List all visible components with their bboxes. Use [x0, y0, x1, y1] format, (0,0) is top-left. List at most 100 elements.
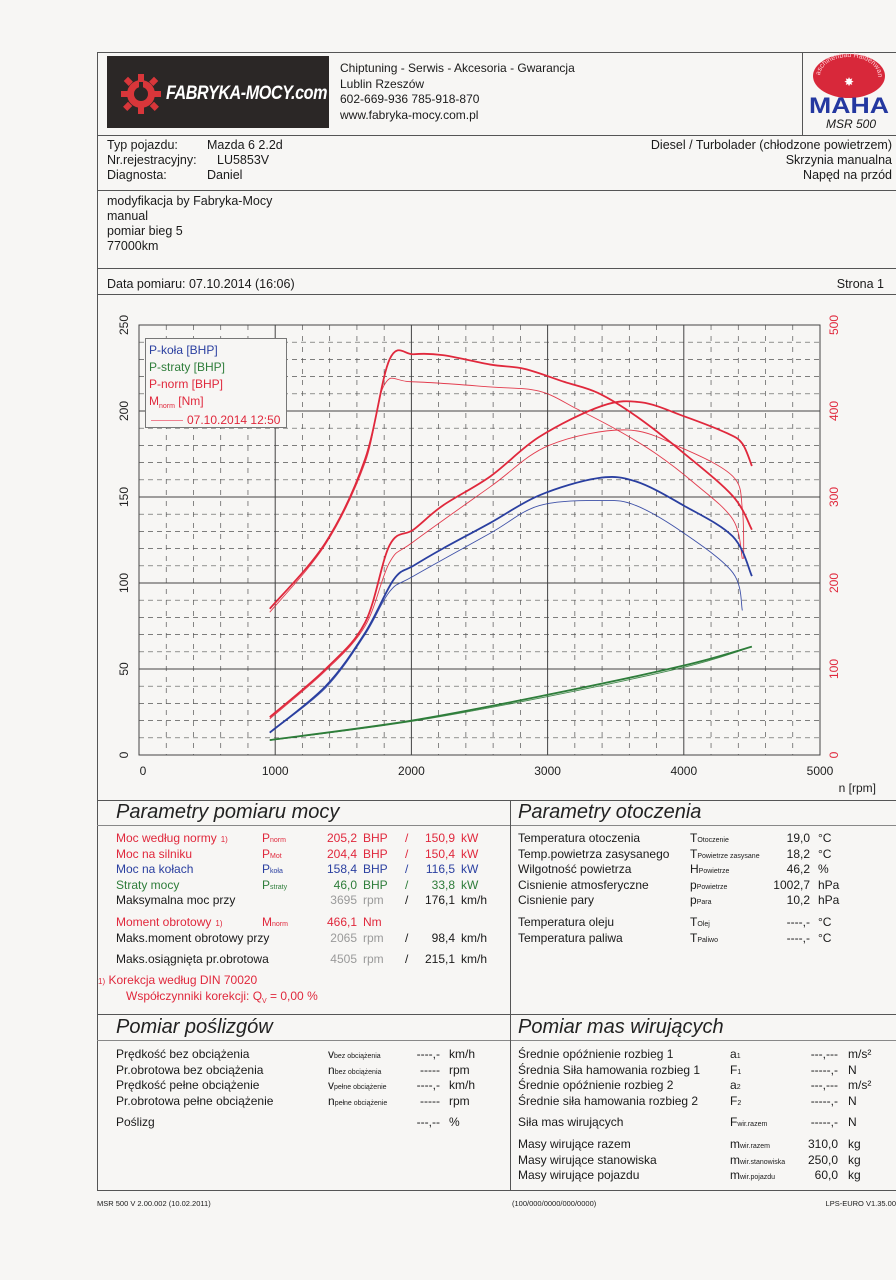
note-line1: Korekcja według DIN 70020 — [108, 973, 258, 987]
x-axis-label: n [rpm] — [839, 781, 876, 795]
param-unit-secondary: kW — [461, 877, 479, 892]
param-symbol-subscript: bez obciążenia — [334, 1068, 382, 1076]
param-value: 250,0 — [807, 1152, 838, 1167]
param-unit-secondary: km/h — [461, 930, 488, 945]
param-label: Moc na kołach — [116, 862, 194, 877]
param-separator: / — [405, 862, 409, 877]
x-tick-label: 0 — [140, 764, 147, 778]
note-marker: 1) — [98, 977, 106, 986]
param-value-secondary: 215,1 — [424, 952, 455, 967]
vehicle-type-label: Typ pojazdu: — [107, 138, 178, 152]
param-label: Masy wirujące pojazdu — [518, 1168, 640, 1183]
param-unit-secondary: kW — [461, 862, 479, 877]
param-value: 204,4 — [326, 846, 357, 861]
y-left-tick-label: 150 — [117, 487, 131, 507]
param-value: ----,- — [786, 915, 810, 929]
param-unit: °C — [818, 831, 832, 845]
footnote-marker: 1) — [215, 919, 223, 928]
param-symbol: nbez obciążenia — [328, 1062, 382, 1077]
legend-comparison: 07.10.2014 12:50 — [149, 412, 286, 429]
slip-section-title: Pomiar poślizgów — [116, 1016, 273, 1038]
plot-frame — [138, 324, 821, 756]
footer-version: MSR 500 V 2.00.002 (10.02.2011) — [97, 1199, 211, 1208]
param-value: ---,--- — [810, 1047, 838, 1061]
param-separator: / — [405, 846, 409, 861]
masses-row: Masy wirujące razem mwir.razem 310,0 kg — [0, 1137, 896, 1152]
param-symbol-subscript: 2 — [736, 1084, 741, 1092]
param-symbol: mwir.pojazdu — [730, 1168, 776, 1183]
vehicle-specs: Diesel / Turbolader (chłodzone powietrze… — [651, 138, 892, 183]
maha-model: MSR 500 — [826, 117, 877, 131]
note-line: 77000km — [107, 239, 159, 253]
param-symbol: TOtoczenie — [690, 831, 729, 845]
legend-m-symbol: M — [149, 394, 159, 408]
series-p-straty-comparison — [269, 649, 743, 741]
param-unit: rpm — [363, 952, 384, 967]
drive-type: Napęd na przód — [803, 168, 892, 182]
param-symbol: mwir.stanowiska — [730, 1152, 786, 1167]
param-symbol: TPowietrze zasysane — [690, 846, 760, 861]
power-row: Moment obrotowy 1) Mnorm 466,1 Nm — [0, 915, 896, 930]
company-info: Chiptuning - Serwis - Akcesoria - Gwaran… — [340, 61, 575, 123]
param-symbol: Pkoła — [262, 862, 283, 877]
frame-bottom — [97, 1190, 896, 1191]
divider — [97, 268, 896, 269]
param-symbol: Pnorm — [262, 831, 286, 845]
param-label: Prędkość pełne obciążenie — [116, 1078, 260, 1093]
maha-logo: Maschinenbau Haldenwang ✸ MAHA MSR 500 — [799, 47, 896, 132]
param-symbol-subscript: pełne obciążenie — [334, 1099, 388, 1107]
param-unit: Nm — [363, 915, 382, 929]
gearbox-type: Skrzynia manualna — [785, 153, 892, 167]
footer-code: (100/000/0000/000/0000) — [512, 1199, 597, 1208]
param-value: 10,2 — [786, 893, 810, 908]
registration-label: Nr.rejestracyjny: — [107, 153, 197, 167]
param-symbol: npełne obciążenie — [328, 1093, 388, 1108]
param-symbol: PMot — [262, 846, 282, 861]
param-value-secondary: 176,1 — [424, 893, 455, 908]
param-symbol-subscript: norm — [270, 837, 286, 844]
divider — [97, 190, 896, 191]
param-symbol-subscript: wir.pojazdu — [740, 1174, 776, 1182]
param-unit: rpm — [449, 1093, 470, 1108]
param-value: 46,2 — [786, 862, 810, 877]
y-right-tick-label: 300 — [827, 487, 841, 507]
param-symbol: TPaliwo — [690, 930, 718, 945]
param-unit: m/s² — [848, 1078, 872, 1093]
environment-row: Cisnienie atmosferyczne pPowietrze 1002,7 h… — [0, 878, 896, 893]
param-symbol: Fwir.razem — [730, 1115, 768, 1130]
param-unit-secondary: kW — [461, 831, 479, 845]
param-label: Średnie opóźnienie rozbieg 2 — [518, 1078, 674, 1093]
divider — [97, 825, 896, 826]
param-label: Temperatura oleju — [518, 915, 615, 929]
param-unit: °C — [818, 930, 832, 945]
param-symbol: a2 — [730, 1078, 741, 1093]
series-p-norm-current — [269, 400, 753, 718]
masses-row: Średnie siła hamowania rozbieg 2 F2 -----,… — [0, 1094, 896, 1109]
param-symbol: pPowietrze — [690, 877, 728, 892]
param-value: 19,0 — [786, 831, 810, 845]
param-value-secondary: 150,9 — [424, 831, 455, 845]
frame-top — [97, 52, 896, 53]
param-symbol: Pstraty — [262, 877, 288, 892]
param-symbol-subscript: wir.razem — [740, 1143, 770, 1150]
param-label: Maks.moment obrotowy przy — [116, 930, 270, 945]
param-symbol-subscript: wir.razem — [737, 1121, 768, 1129]
param-label: Maks.osiągnięta pr.obrotowa — [116, 952, 269, 967]
param-value: -----,- — [810, 1115, 838, 1130]
param-symbol-subscript: Otoczenie — [697, 837, 729, 844]
divider — [802, 52, 803, 135]
param-label: Średnie siła hamowania rozbieg 2 — [518, 1093, 699, 1108]
param-symbol: mwir.razem — [730, 1137, 770, 1151]
param-symbol: Mnorm — [262, 915, 288, 929]
power-section-title: Parametry pomiaru mocy — [116, 801, 340, 823]
param-label: Masy wirujące razem — [518, 1137, 631, 1151]
param-label: Prędkość bez obciążenia — [116, 1047, 250, 1061]
param-label: Wilgotność powietrza — [518, 862, 632, 877]
param-unit: hPa — [818, 877, 840, 892]
measurement-date: Data pomiaru: 07.10.2014 (16:06) — [107, 277, 295, 291]
param-symbol: F2 — [730, 1093, 742, 1108]
slip-row: Pr.obrotowa bez obciążenia nbez obciążeni… — [0, 1063, 896, 1078]
divider — [97, 135, 896, 136]
param-label: Masy wirujące stanowiska — [518, 1152, 657, 1167]
param-symbol: vpełne obciążenie — [328, 1078, 387, 1093]
